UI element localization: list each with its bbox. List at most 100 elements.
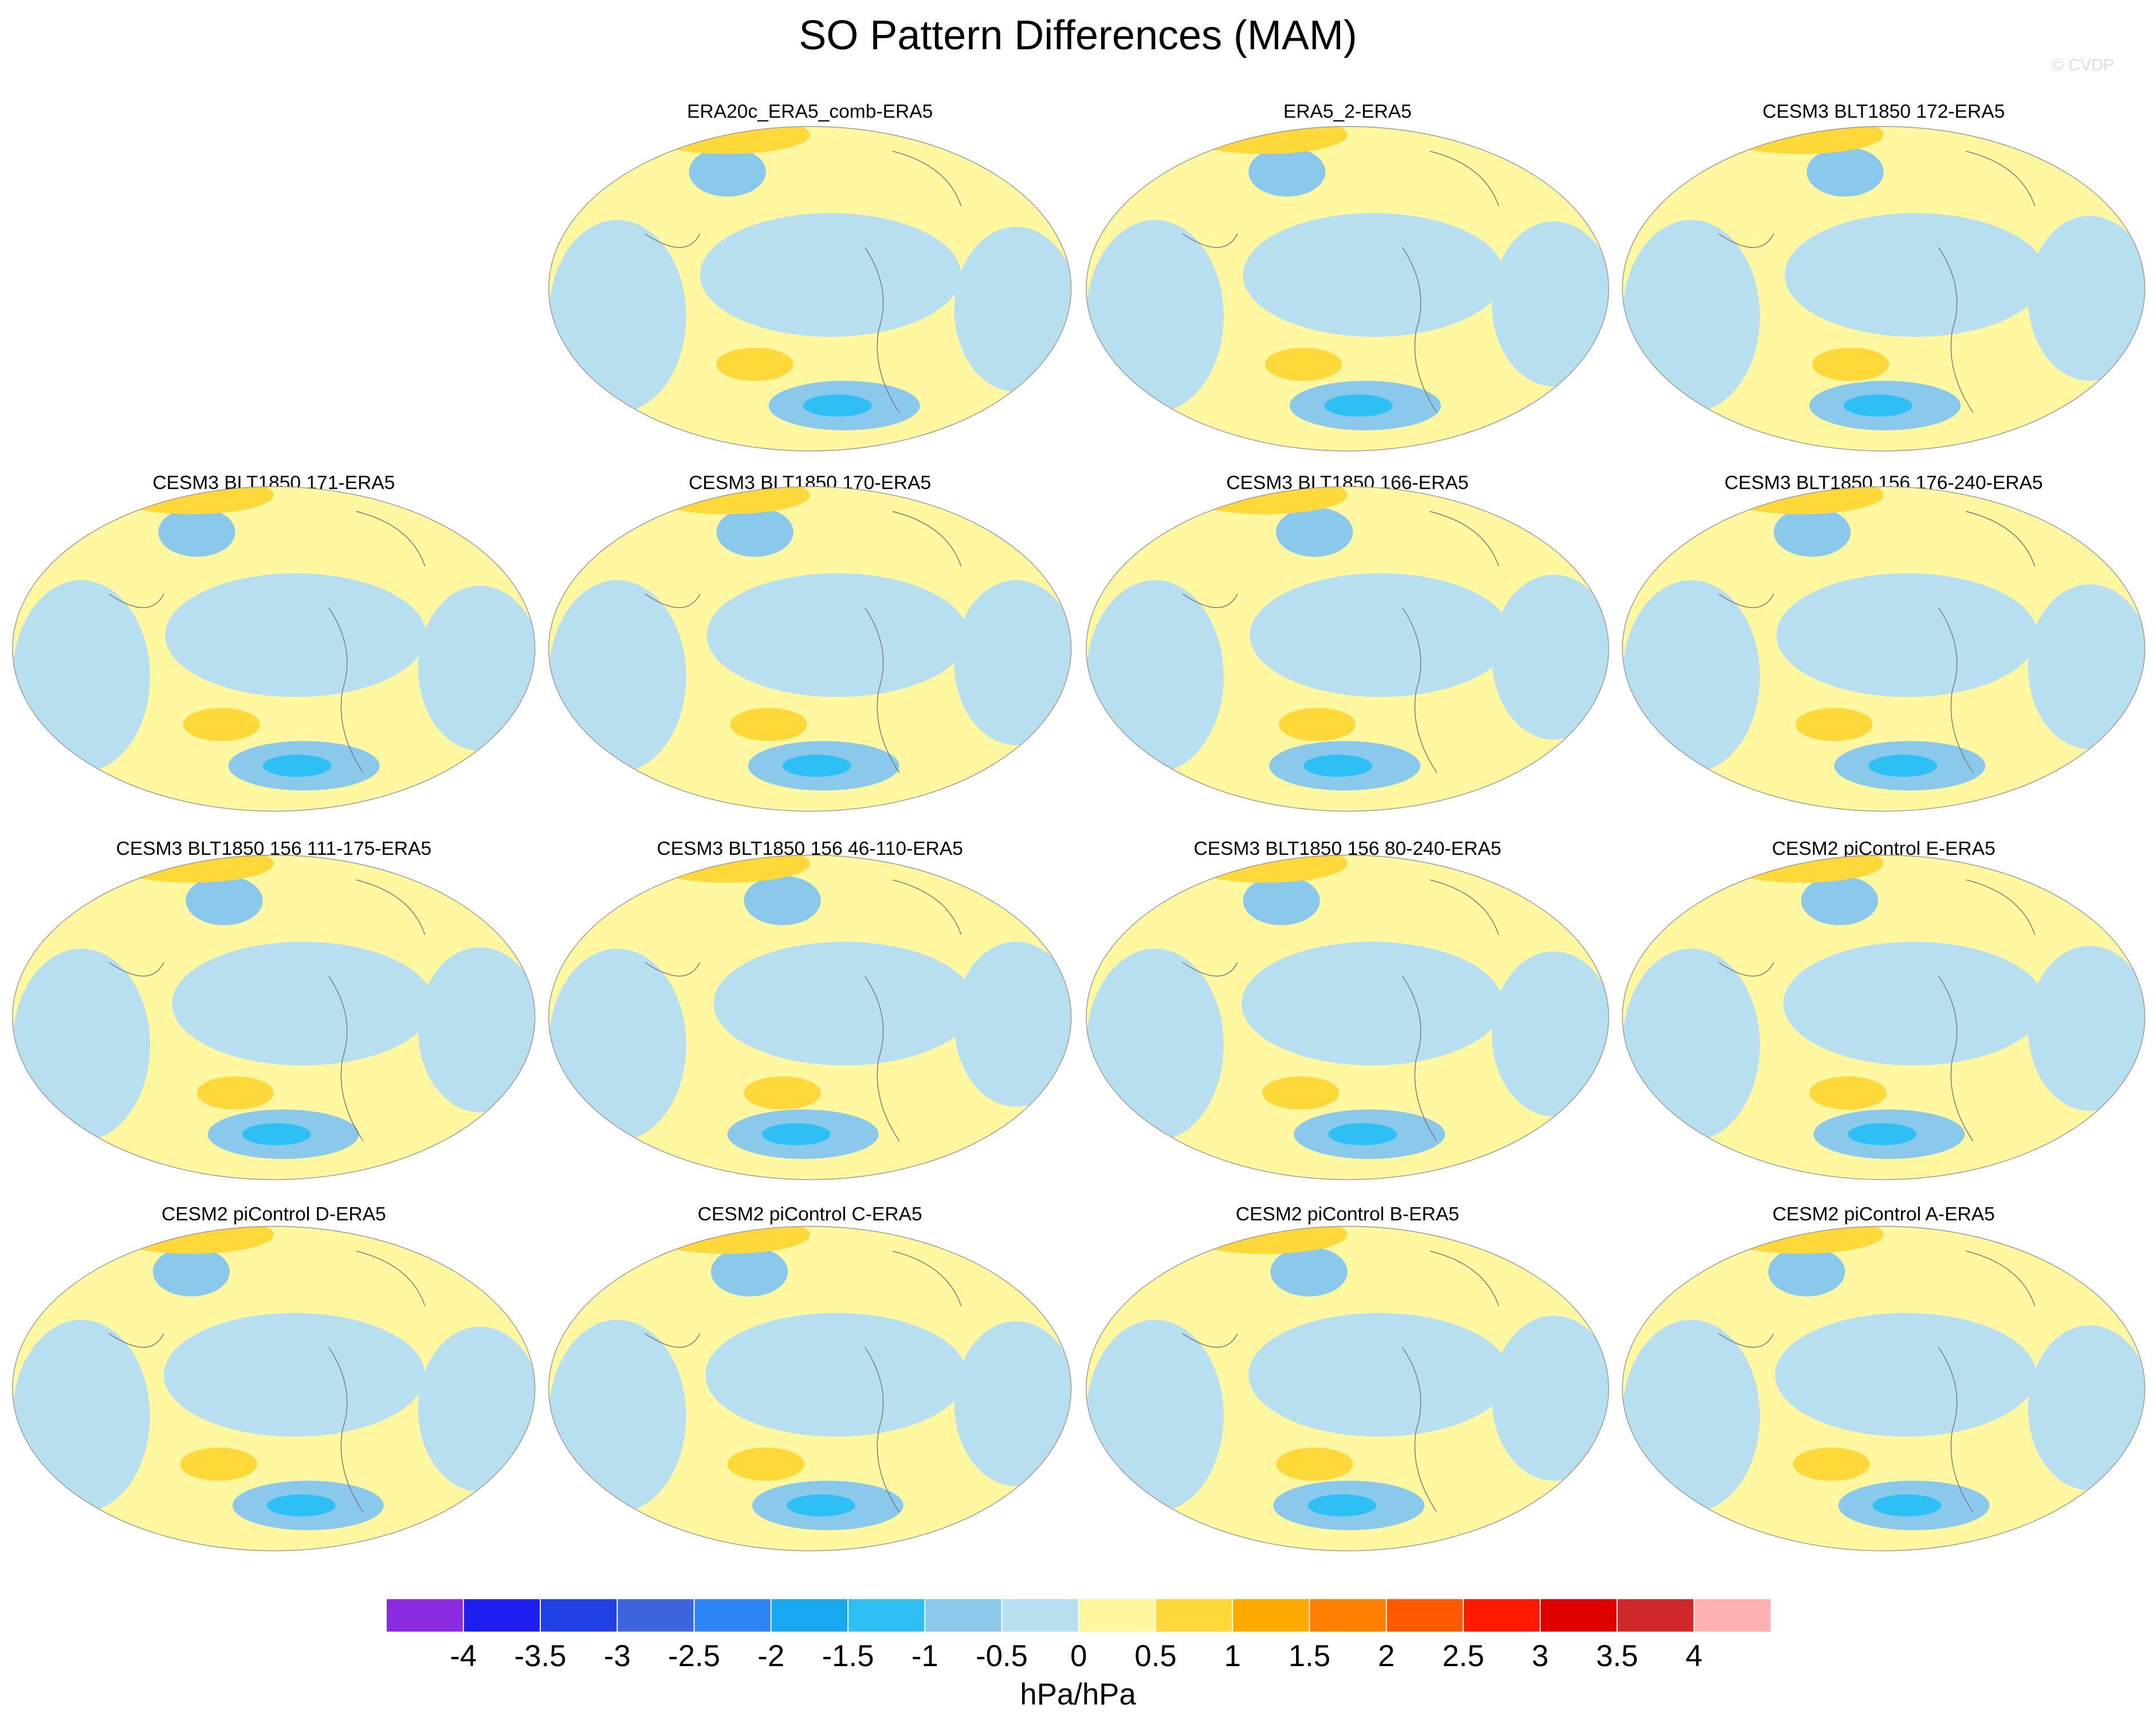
map-patch [1848,1123,1917,1145]
map-patch [186,875,263,925]
map-patch [1868,755,1938,777]
coastline [645,510,962,773]
map-patch [1776,573,2038,697]
map-border [12,1226,536,1552]
map-patch [1242,941,1503,1066]
map-border [1621,126,2146,451]
colorbar-box [847,1599,925,1632]
map-patch [262,755,332,777]
colorbar-box [463,1599,541,1632]
map-patch [548,1319,686,1513]
map-patch [705,1313,967,1437]
colorbar-box [386,1599,464,1632]
colorbar-tick-label: 2.5 [1442,1639,1484,1673]
map-border [1621,854,2146,1180]
colorbar-tick-label: 1 [1224,1639,1241,1673]
colorbar-tick-label: 4 [1686,1639,1702,1673]
map-border [548,1226,1072,1552]
map-patch [163,1313,425,1437]
map-border [1621,1226,2146,1552]
map-patch [1812,348,1890,381]
coastline [1718,879,2036,1142]
coastline [645,879,962,1142]
coastline [108,1250,426,1513]
map-patch [1807,147,1884,197]
map-patch [1243,875,1320,925]
panel-title: CESM2 piControl B-ERA5 [1236,1204,1459,1225]
map-patch [197,1076,274,1110]
map-patch [1276,507,1353,557]
colorbar-box [924,1599,1002,1632]
map [548,855,1071,1180]
colorbar-box [1386,1599,1464,1632]
chart-title: SO Pattern Differences (MAM) [799,13,1357,58]
map-patch [1491,951,1609,1117]
map-patch [2028,215,2145,381]
map-patch [158,507,235,557]
map-border [1621,486,2146,812]
coastline [1718,151,2036,413]
map-patch [165,573,427,697]
map-patch [803,394,872,417]
map-patch [744,875,821,925]
map-patch [761,1123,831,1145]
map-patch [1086,219,1224,413]
colorbar-tick-label: -1 [912,1639,938,1673]
map-patch [1622,1319,1760,1513]
map-patch [1270,1247,1348,1297]
map-patch [1801,875,1879,925]
map-patch [1086,580,1224,773]
map-patch [1248,147,1326,197]
colorbar-box [694,1599,772,1632]
panel-title: CESM2 piControl D-ERA5 [162,1204,386,1225]
map-patch [700,213,961,337]
map-patch [183,708,260,741]
map-patch [1622,219,1760,413]
map-patch [1622,948,1760,1141]
colorbar-box [1309,1599,1387,1632]
map-patch [1307,1494,1377,1517]
colorbar-tick-label: -1.5 [822,1639,874,1673]
map-patch [1809,1076,1887,1110]
map-patch [1086,948,1224,1141]
colorbar-box [616,1599,694,1632]
map-border [1086,1226,1609,1552]
map-patch [689,147,766,197]
map-patch [954,226,1071,392]
colorbar-tick-label: 1.5 [1289,1639,1330,1673]
map-patch [1783,941,2045,1066]
coastline [1718,510,2036,773]
map-patch [706,573,968,697]
map-patch [172,941,434,1066]
map-patch [1276,1447,1353,1481]
map-patch [1303,755,1372,777]
map-patch [1844,394,1913,417]
map-patch [418,947,535,1113]
coastline [1182,151,1499,413]
colorbar-box [1078,1599,1156,1632]
panel-title: CESM2 piControl C-ERA5 [698,1204,922,1225]
map-border [1086,486,1609,812]
colorbar-tick-label: -2.5 [668,1639,720,1673]
colorbar-label: hPa/hPa [1020,1678,1136,1711]
map-patch [730,708,807,741]
panel-title: CESM3 BLT1850 172-ERA5 [1762,101,2005,123]
map-patch [954,580,1071,745]
map-patch [266,1494,336,1517]
colorbar-tick-label: -2 [757,1639,784,1673]
map-patch [716,507,794,557]
colorbar-box [1155,1599,1233,1632]
colorbar-tick-label: 3.5 [1596,1639,1638,1673]
map-patch [1250,573,1511,697]
map-patch [1248,1313,1510,1437]
map-patch [1872,1494,1942,1517]
map-patch [418,586,535,751]
map-patch [12,1319,150,1513]
map [1622,1226,2145,1551]
map-patch [1086,1319,1224,1513]
colorbar-box [1540,1599,1617,1632]
map-patch [782,755,851,777]
coastline [108,510,426,773]
colorbar-tick-label: 0 [1070,1639,1087,1673]
map-patch [2028,584,2145,749]
